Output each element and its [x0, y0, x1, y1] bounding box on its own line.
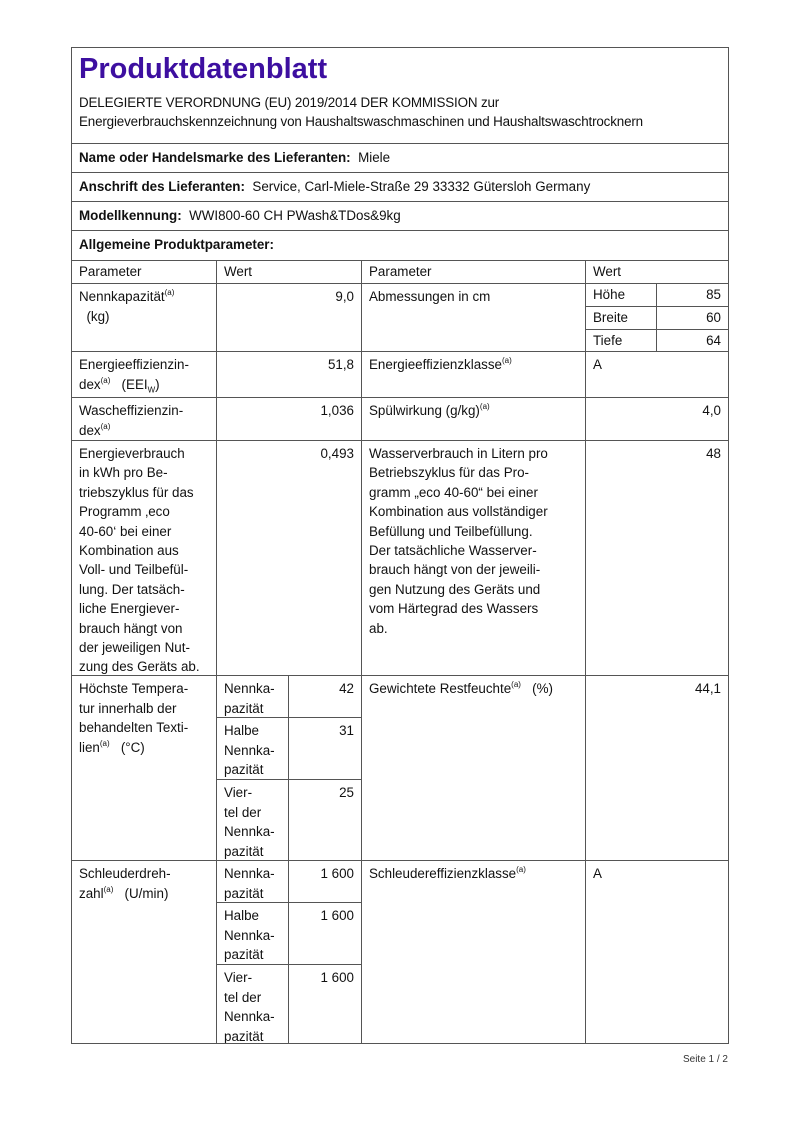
eei-label-text: Energieeffizienzin- dex [79, 357, 189, 392]
spinclass-label-text: Schleudereffizienzklasse [369, 866, 517, 881]
capacity-value: 9,0 [216, 283, 362, 352]
dim-height-label: Höhe [585, 283, 657, 307]
page-number: Seite 1 / 2 [682, 1054, 728, 1065]
temp-full-label: Nennka- pazität [216, 675, 289, 718]
footnote-a: (a) [164, 288, 175, 297]
header-value-1: Wert [216, 260, 362, 284]
regulation-text: DELEGIERTE VERORDNUNG (EU) 2019/2014 DER… [79, 93, 722, 131]
rinse-label: Spülwirkung (g/kg)(a) [361, 397, 586, 441]
header-parameter-2: Parameter [361, 260, 586, 284]
footnote-a: (a) [479, 402, 490, 411]
spin-label: Schleuderdreh- zahl(a) (U/min) [71, 860, 217, 1044]
model-value: WWI800-60 CH PWash&TDos&9kg [189, 208, 401, 223]
rinse-value: 4,0 [585, 397, 729, 441]
header-value-2: Wert [585, 260, 729, 284]
dim-depth-value: 64 [656, 329, 729, 352]
water-label: Wasserverbrauch in Litern pro Betriebszy… [361, 440, 586, 676]
regulation-line-2: Energieverbrauchskennzeichnung von Haush… [79, 114, 643, 129]
supplier-row: Name oder Handelsmarke des Lieferanten: … [71, 143, 729, 173]
moisture-unit: (%) [532, 681, 553, 696]
address-label: Anschrift des Lieferanten: [79, 179, 245, 194]
spin-full-value: 1 600 [288, 860, 362, 903]
spin-full-label: Nennka- pazität [216, 860, 289, 903]
temp-label: Höchste Tempera- tur innerhalb der behan… [71, 675, 217, 861]
temp-half-label: Halbe Nennka- pazität [216, 717, 289, 780]
spin-quarter-label: Vier- tel der Nennka- pazität [216, 964, 289, 1044]
page-title: Produktdatenblatt [79, 53, 328, 85]
temp-full-value: 42 [288, 675, 362, 718]
wash-value: 1,036 [216, 397, 362, 441]
moisture-value: 44,1 [585, 675, 729, 861]
header-parameter-1: Parameter [71, 260, 217, 284]
spin-half-label: Halbe Nennka- pazität [216, 902, 289, 965]
supplier-value: Miele [358, 150, 391, 165]
temp-label-text: Höchste Tempera- tur innerhalb der behan… [79, 681, 189, 755]
eei-value: 51,8 [216, 351, 362, 398]
moisture-label-text: Gewichtete Restfeuchte [369, 681, 512, 696]
eclass-value: A [585, 351, 729, 398]
rinse-label-text: Spülwirkung (g/kg) [369, 403, 480, 418]
address-value: Service, Carl-Miele-Straße 29 33332 Güte… [252, 179, 591, 194]
water-value: 48 [585, 440, 729, 676]
eei-label: Energieeffizienzin- dex(a) (EEIW) [71, 351, 217, 398]
spin-unit: (U/min) [124, 885, 169, 901]
header-block: Produktdatenblatt DELEGIERTE VERORDNUNG … [71, 47, 729, 144]
temp-quarter-label: Vier- tel der Nennka- pazität [216, 779, 289, 861]
footnote-a: (a) [100, 375, 111, 385]
model-label: Modellkennung: [79, 208, 182, 223]
eclass-label: Energieeffizienzklasse(a) [361, 351, 586, 398]
footnote-a: (a) [502, 356, 512, 365]
regulation-line-1: DELEGIERTE VERORDNUNG (EU) 2019/2014 DER… [79, 95, 500, 110]
spin-half-value: 1 600 [288, 902, 362, 965]
temp-quarter-value: 25 [288, 779, 362, 861]
dim-depth-label: Tiefe [585, 329, 657, 352]
dim-height-value: 85 [656, 283, 729, 307]
footnote-a: (a) [516, 865, 526, 874]
eclass-label-text: Energieeffizienzklasse [369, 357, 502, 372]
spin-quarter-value: 1 600 [288, 964, 362, 1044]
supplier-label: Name oder Handelsmarke des Lieferanten: [79, 150, 351, 165]
wash-label: Wascheffizienzin- dex(a) [71, 397, 217, 441]
spin-label-text: Schleuderdreh- zahl [79, 866, 171, 901]
address-row: Anschrift des Lieferanten: Service, Carl… [71, 172, 729, 202]
dim-width-label: Breite [585, 306, 657, 330]
dim-width-value: 60 [656, 306, 729, 330]
eei-unit: (EEI [121, 376, 148, 392]
moisture-label: Gewichtete Restfeuchte(a) (%) [361, 675, 586, 861]
capacity-label-text: Nennkapazität [79, 289, 165, 304]
energy-label: Energieverbrauch in kWh pro Be- triebszy… [71, 440, 217, 676]
footnote-a: (a) [103, 884, 114, 894]
general-heading: Allgemeine Produktparameter: [71, 230, 729, 261]
capacity-label: Nennkapazität(a) (kg) [71, 283, 217, 352]
energy-value: 0,493 [216, 440, 362, 676]
model-row: Modellkennung: WWI800-60 CH PWash&TDos&9… [71, 201, 729, 231]
dimensions-label: Abmessungen in cm [361, 283, 586, 352]
footnote-a: (a) [99, 738, 110, 748]
temp-half-value: 31 [288, 717, 362, 780]
footnote-a: (a) [511, 680, 521, 689]
temp-unit: (°C) [120, 739, 145, 755]
eei-unit-end: ) [155, 376, 160, 392]
spinclass-label: Schleudereffizienzklasse(a) [361, 860, 586, 1044]
eei-unit-sub: W [147, 385, 156, 395]
spinclass-value: A [585, 860, 729, 1044]
wash-label-text: Wascheffizienzin- dex [79, 403, 184, 438]
capacity-unit: (kg) [86, 308, 110, 324]
footnote-a: (a) [100, 421, 111, 431]
